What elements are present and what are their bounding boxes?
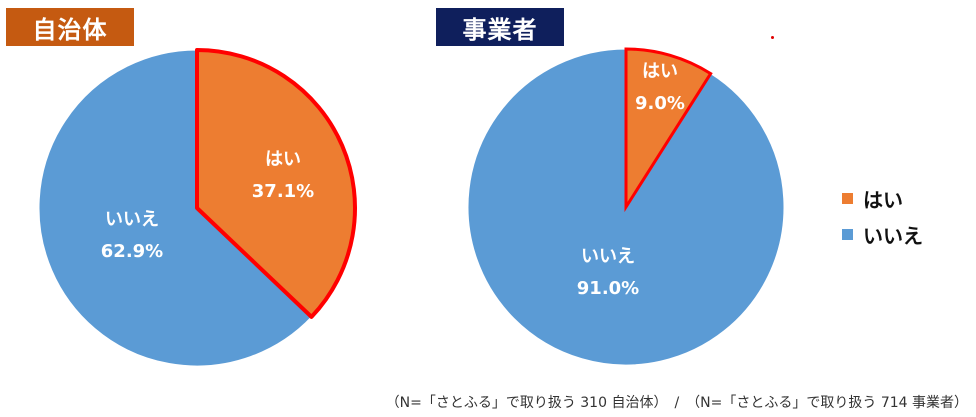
chart-title-municipality: 自治体 — [6, 8, 134, 46]
pie-1-value-yes: 9.0% — [635, 93, 685, 114]
legend-swatch-yes — [842, 192, 853, 204]
pie-0-slice-yes — [195, 48, 357, 319]
legend: はい いいえ — [842, 180, 923, 252]
pie-0-label-no: いいえ — [105, 209, 159, 230]
pie-1-label-yes: はい — [642, 61, 678, 82]
legend-label-yes: はい — [863, 187, 903, 212]
pie-0-label-yes: はい — [265, 149, 301, 170]
legend-label-no: いいえ — [863, 223, 923, 248]
legend-item-no: いいえ — [842, 216, 923, 252]
legend-item-yes: はい — [842, 180, 923, 216]
footnote: （N=「さとふる」で取り扱う 310 自治体） / （N=「さとふる」で取り扱う… — [385, 395, 968, 411]
pie-1-value-no: 91.0% — [577, 278, 639, 299]
pie-0-slice-no — [38, 49, 313, 367]
chart-title-business: 事業者 — [436, 8, 564, 46]
pie-1-slice-yes — [624, 47, 713, 213]
decorative-dot — [771, 36, 774, 39]
pie-0-value-no: 62.9% — [101, 241, 163, 262]
legend-swatch-no — [842, 228, 853, 240]
pie-1-label-no: いいえ — [581, 246, 635, 267]
pie-0-value-yes: 37.1% — [252, 181, 314, 202]
